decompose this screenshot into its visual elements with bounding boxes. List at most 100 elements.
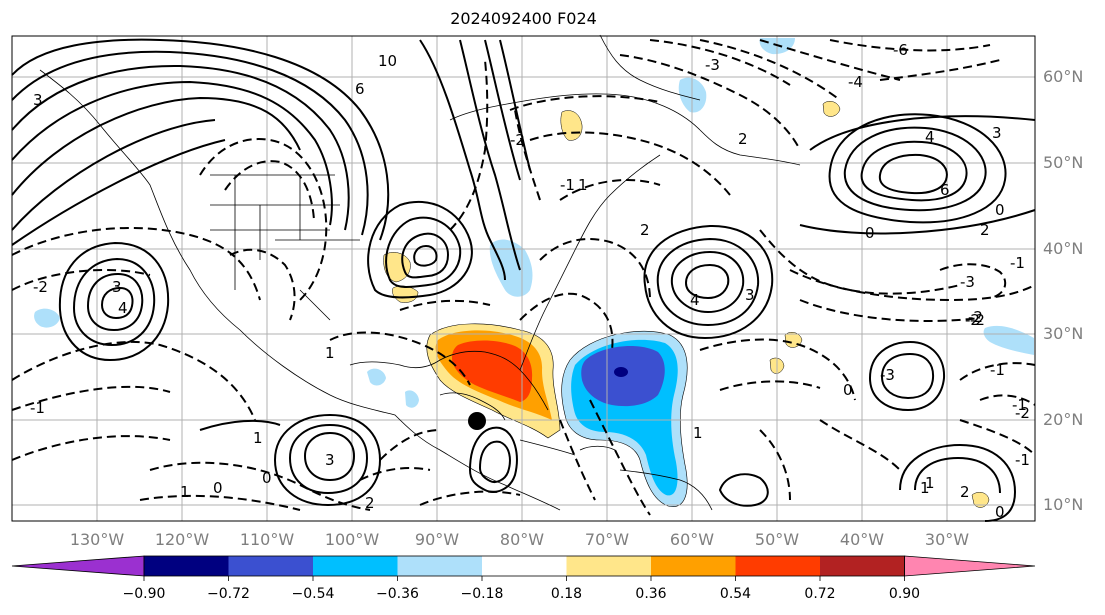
negative-anomaly-west [34,308,60,328]
lon-label: 90°W [415,530,459,549]
lat-label: 10°N [1043,495,1083,514]
contour-label: -4 [848,73,863,91]
contours-negative [11,39,1036,516]
colorbar-segment [397,556,482,576]
lon-label: 30°W [925,530,969,549]
contour-label: 1 [920,479,930,497]
contour-label: -1 [30,399,45,417]
contour-label: 1 [925,474,935,492]
lat-label: 60°N [1043,67,1083,86]
negative-anomaly-east [983,325,1034,355]
contour-label: 1 [578,176,588,194]
latitude-labels: 60°N 50°N 40°N 30°N 20°N 10°N [1043,67,1083,514]
colorbar-segment [566,556,651,576]
colorbar-tick-label: 0.72 [804,586,835,602]
storm-location-marker [468,412,486,430]
lon-label: 130°W [70,530,125,549]
contour-label: 2 [365,494,375,512]
lon-label: 50°W [755,530,799,549]
contour-label: 0 [843,381,853,399]
contour-label: -6 [893,41,908,59]
colorbar-tick-label: 0.54 [720,586,751,602]
lon-label: 60°W [670,530,714,549]
contour-label: -2 [965,311,980,329]
colorbar-segment [651,556,736,576]
colorbar-ticks [143,576,905,581]
contour-label: 3 [33,91,43,109]
negative-anomaly-labrador [678,77,707,113]
contour-label: -3 [880,366,895,384]
colorbar-tick-label: −0.90 [123,586,166,602]
contour-label: 2 [640,221,650,239]
colorbar-tick-label: 0.36 [635,586,666,602]
contours-positive [11,38,1036,522]
contour-label: 10 [378,52,397,70]
contour-label: 1 [325,344,335,362]
contour-label: 0 [995,503,1005,521]
contour-label: -1 [560,176,575,194]
contour-label: 2 [980,221,990,239]
colorbar-segment [735,556,820,576]
colorbar: −0.90 −0.72 −0.54 −0.36 −0.18 0.18 0.36 … [11,555,1036,602]
colorbar-segment [228,556,313,576]
colorbar-extend-low [11,555,145,577]
lon-label: 70°W [585,530,629,549]
colorbar-tick-label: 0.18 [551,586,582,602]
contour-label: -3 [705,56,720,74]
positive-anomaly-gulf-core [452,340,533,402]
contour-label: 0 [213,479,223,497]
lat-label: 50°N [1043,153,1083,172]
colorbar-segment [313,556,398,576]
contour-label: 4 [118,299,128,317]
contour-label: 6 [355,80,365,98]
positive-anomaly-iceland [822,101,841,117]
map-title: 2024092400 F024 [450,9,597,28]
contour-label: 3 [745,286,755,304]
contour-label: -2 [968,308,983,326]
contour-label: 1 [253,429,263,447]
contour-label: 4 [690,291,700,309]
colorbar-tick-label: −0.36 [376,586,419,602]
longitude-labels: 130°W 120°W 110°W 100°W 90°W 80°W 70°W 6… [70,530,969,549]
map-panel: 10 6 3 3 4 2 1 1 0 -1 -2 -3 -4 -6 6 4 4 … [11,34,1036,522]
coastlines [39,34,801,511]
colorbar-extend-high [904,555,1036,577]
contour-label: 3 [992,124,1002,142]
colorbar-tick-label: −0.54 [292,586,335,602]
contour-label: 0 [865,224,875,242]
colorbar-segment [144,556,229,576]
lat-label: 20°N [1043,410,1083,429]
graticule [12,36,1035,521]
contour-label: 6 [940,181,950,199]
contour-label: -1 [1012,396,1027,414]
contour-label: -1 [1010,254,1025,272]
contour-label: 1 [693,424,703,442]
colorbar-segment [820,556,905,576]
lon-label: 80°W [500,530,544,549]
lat-label: 30°N [1043,324,1083,343]
lon-label: 120°W [155,530,210,549]
lon-label: 100°W [325,530,380,549]
contour-label: 3 [112,278,122,296]
lat-label: 40°N [1043,239,1083,258]
contour-label: -2 [33,278,48,296]
contour-label: 0 [262,469,272,487]
contour-label: -2 [970,311,985,329]
positive-anomaly-capeverde [971,492,990,508]
contour-label: 2 [738,130,748,148]
contour-label: 0 [995,201,1005,219]
contour-label: -1 [990,361,1005,379]
contour-label: 4 [925,128,935,146]
contour-labels: 10 6 3 3 4 2 1 1 0 -1 -2 -3 -4 -6 6 4 4 … [30,41,1030,521]
contour-label: 3 [325,451,335,469]
lon-label: 110°W [240,530,295,549]
negative-anomaly-bahamas [367,368,386,386]
negative-anomaly-atlantic-peak [614,367,628,377]
contour-label: -2 [1015,404,1030,422]
contour-label: 2 [960,483,970,501]
colorbar-segment [482,556,567,576]
colorbar-tick-label: −0.18 [461,586,504,602]
colorbar-tick-label: 0.90 [889,586,920,602]
contour-label: -2 [510,131,525,149]
